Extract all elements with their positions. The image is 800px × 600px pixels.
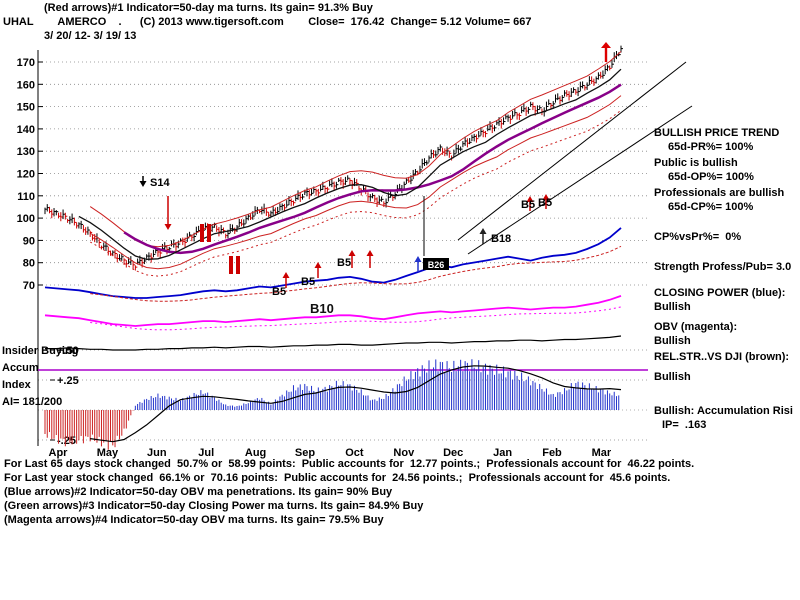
accumulation-index-value: AI= 181/200: [2, 396, 63, 408]
price-series: [44, 45, 623, 277]
footer-line-4: (Magenta arrows)#4 Indicator=50-day OBV …: [4, 514, 384, 526]
svg-text:Dec: Dec: [443, 447, 463, 459]
trendlines: [457, 61, 693, 255]
accumulation-histogram: [44, 359, 622, 450]
svg-text:Oct: Oct: [345, 447, 364, 459]
svg-text:90: 90: [23, 235, 35, 247]
svg-text:Aug: Aug: [245, 447, 266, 459]
svg-text:B5: B5: [521, 199, 535, 211]
svg-text:B18: B18: [491, 233, 511, 245]
svg-text:+.25: +.25: [57, 375, 79, 387]
analysis-line-2: Public is bullish: [654, 157, 738, 169]
date-range: 3/ 20/ 12- 3/ 19/ 13: [44, 30, 137, 42]
obv-line: [44, 295, 622, 331]
insider-buying-label: Insider Buying: [2, 345, 79, 357]
svg-text:B5: B5: [301, 276, 315, 288]
svg-text:120: 120: [17, 169, 35, 181]
footer-line-0: For Last 65 days stock changed 50.7% or …: [4, 458, 695, 470]
relative-strength-line: [45, 335, 622, 351]
svg-text:70: 70: [23, 280, 35, 292]
svg-text:Sep: Sep: [295, 447, 315, 459]
analysis-line-1: 65d-PR%= 100%: [668, 141, 754, 153]
svg-text:Nov: Nov: [393, 447, 415, 459]
svg-text:-.25: -.25: [57, 435, 76, 447]
svg-text:B5: B5: [337, 257, 351, 269]
svg-text:May: May: [97, 447, 119, 459]
quote-line: UHAL AMERCO . (C) 2013 www.tigersoft.com…: [3, 16, 532, 28]
analysis-line-10: OBV (magenta):: [654, 321, 738, 333]
svg-text:Jul: Jul: [198, 447, 214, 459]
svg-text:130: 130: [17, 146, 35, 158]
index-label: Index: [2, 379, 31, 391]
analysis-line-5: 65d-CP%= 100%: [668, 201, 754, 213]
svg-text:B5: B5: [538, 197, 552, 209]
svg-text:B26: B26: [428, 260, 445, 270]
footer-line-3: (Green arrows)#3 Indicator=50-day Closin…: [4, 500, 424, 512]
svg-text:110: 110: [17, 191, 35, 203]
svg-text:100: 100: [17, 213, 35, 225]
svg-text:170: 170: [17, 57, 35, 69]
analysis-line-14: Bullish: Accumulation Risi: [654, 405, 793, 417]
svg-text:Jan: Jan: [493, 447, 512, 459]
analysis-line-9: Bullish: [654, 301, 691, 313]
analysis-line-6: CP%vsPr%= 0%: [654, 231, 742, 243]
svg-text:Jun: Jun: [147, 447, 167, 459]
svg-text:B10: B10: [310, 301, 334, 316]
svg-text:Feb: Feb: [542, 447, 562, 459]
indicator1-summary: (Red arrows)#1 Indicator=50-day ma turns…: [44, 2, 373, 14]
analysis-line-8: CLOSING POWER (blue):: [654, 287, 786, 299]
accum-label: Accum: [2, 362, 39, 374]
svg-text:S14: S14: [150, 177, 170, 189]
svg-text:Mar: Mar: [592, 447, 612, 459]
svg-text:80: 80: [23, 258, 35, 270]
svg-text:Apr: Apr: [49, 447, 69, 459]
analysis-line-12: REL.STR..VS DJI (brown):: [654, 351, 790, 363]
svg-text:B5: B5: [272, 286, 286, 298]
analysis-line-15: IP= .163: [662, 419, 707, 431]
svg-text:160: 160: [17, 79, 35, 91]
analysis-line-0: BULLISH PRICE TREND: [654, 127, 780, 139]
footer-line-1: For Last year stock changed 66.1% or 70.…: [4, 472, 671, 484]
analysis-line-13: Bullish: [654, 371, 691, 383]
analysis-line-7: Strength Profess/Pub= 3.0: [654, 261, 792, 273]
closing-power-line: [44, 227, 622, 302]
analysis-line-11: Bullish: [654, 335, 691, 347]
footer-line-2: (Blue arrows)#2 Indicator=50-day OBV ma …: [4, 486, 393, 498]
svg-text:140: 140: [17, 124, 35, 136]
month-axis: Apr May Jun Jul Aug Sep Oct Nov Dec Jan Feb Mar: [49, 447, 612, 459]
svg-text:150: 150: [17, 102, 35, 114]
analysis-line-4: Professionals are bullish: [654, 187, 785, 199]
analysis-line-3: 65d-OP%= 100%: [668, 171, 754, 183]
